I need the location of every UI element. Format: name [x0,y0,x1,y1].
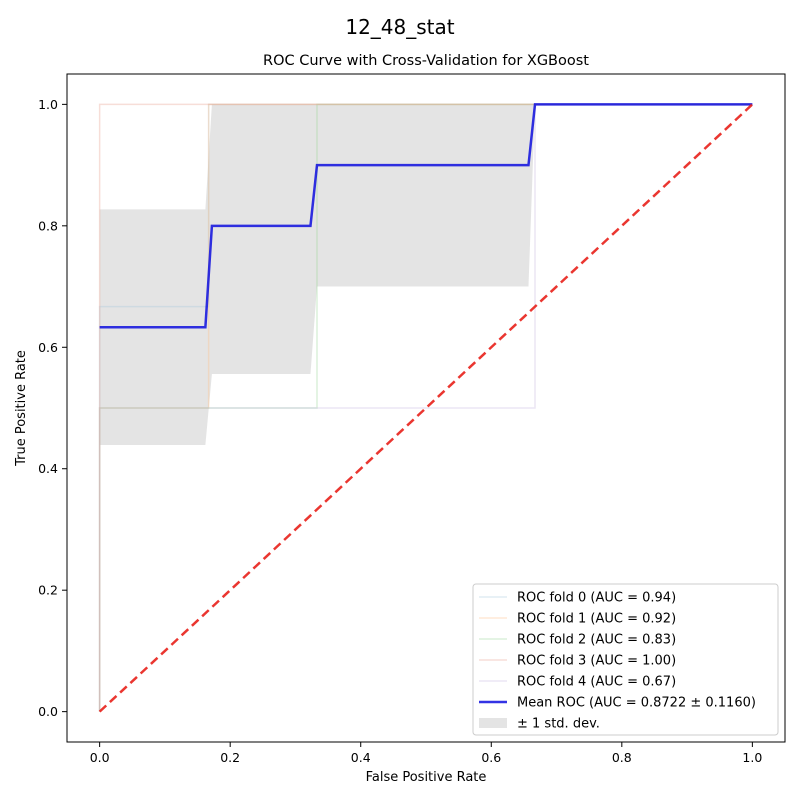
y-tick-label: 0.4 [38,461,58,476]
y-tick-label: 1.0 [38,97,58,112]
legend-entry-label: ROC fold 4 (AUC = 0.67) [517,675,676,690]
legend-box [472,583,779,736]
chance-diagonal-line [98,103,754,713]
roc-fold-1-line [98,103,753,712]
legend-entry-label: ± 1 std. dev. [517,717,600,732]
std-dev-band [99,104,753,446]
x-tick-label: 0.8 [612,750,632,765]
legend-entry-label: ROC fold 2 (AUC = 0.83) [517,633,676,648]
figure-suptitle: 12_48_stat [345,15,454,39]
y-tick-label: 0.0 [38,704,58,719]
axes-frame [66,73,786,743]
x-tick-label: 0.4 [351,750,371,765]
roc-fold-0-line [98,103,753,712]
legend-entry-label: ROC fold 1 (AUC = 0.92) [517,612,676,627]
legend: ROC fold 0 (AUC = 0.94) ROC fold 1 (AUC =… [472,583,779,736]
axis-ticks: 0.0 0.0 0.2 0.2 0.4 0.4 0.6 0.6 0.8 0.8 1.0 1.0 [38,97,762,765]
chart-title: ROC Curve with Cross-Validation for XGBo… [263,53,589,69]
y-axis-label: True Positive Rate [14,350,29,467]
y-tick-label: 0.6 [38,340,58,355]
y-tick-label: 0.8 [38,218,58,233]
legend-swatch [479,718,507,728]
mean-roc-line [99,103,753,329]
legend-entry-label: Mean ROC (AUC = 0.8722 ± 0.1160) [517,696,756,711]
x-tick-label: 0.6 [481,750,501,765]
roc-fold-2-line [98,103,753,712]
y-tick-label: 0.2 [38,583,58,598]
x-tick-label: 1.0 [742,750,762,765]
legend-entry-label: ROC fold 3 (AUC = 1.00) [517,654,676,669]
legend-entry-label: ROC fold 0 (AUC = 0.94) [517,591,676,606]
x-axis-label: False Positive Rate [366,770,487,785]
x-tick-label: 0.0 [90,750,110,765]
x-tick-label: 0.2 [220,750,240,765]
plot-area [66,73,786,743]
